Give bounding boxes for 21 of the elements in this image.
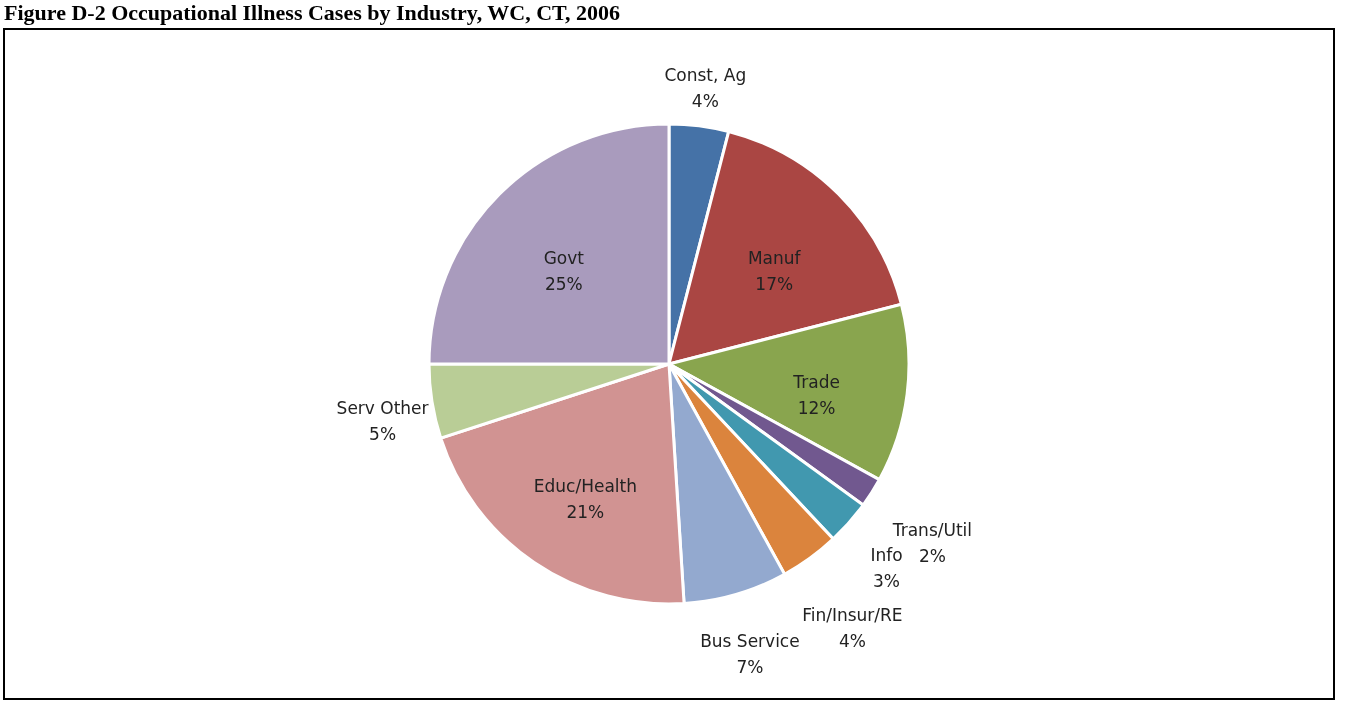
data-label: 4% — [838, 631, 866, 652]
data-label: 12% — [797, 397, 836, 418]
data-label: 4% — [691, 91, 719, 112]
slice-label: Manuf — [747, 247, 802, 268]
slice-label: Educ/Health — [533, 476, 637, 497]
slice-label: Info — [870, 544, 903, 565]
data-label: 5% — [369, 424, 397, 445]
slice-label: Const, Ag — [664, 65, 747, 86]
data-label: 25% — [544, 273, 583, 294]
slice-label: Fin/Insur/RE — [802, 605, 903, 626]
slice-label: Trade — [792, 371, 840, 392]
slice-label: Serv Other — [336, 398, 429, 419]
slice-label: Trans/Util — [891, 520, 973, 541]
data-label: 2% — [918, 546, 946, 567]
data-label: 21% — [566, 502, 605, 523]
chart-title: Figure D-2 Occupational Illness Cases by Industry, WC, CT, 2006 — [4, 0, 621, 25]
slice-label: Govt — [543, 247, 585, 268]
data-label: 3% — [873, 570, 901, 591]
data-label: 17% — [755, 273, 794, 294]
slice-label: Bus Service — [700, 631, 800, 652]
data-label: 7% — [736, 657, 764, 678]
